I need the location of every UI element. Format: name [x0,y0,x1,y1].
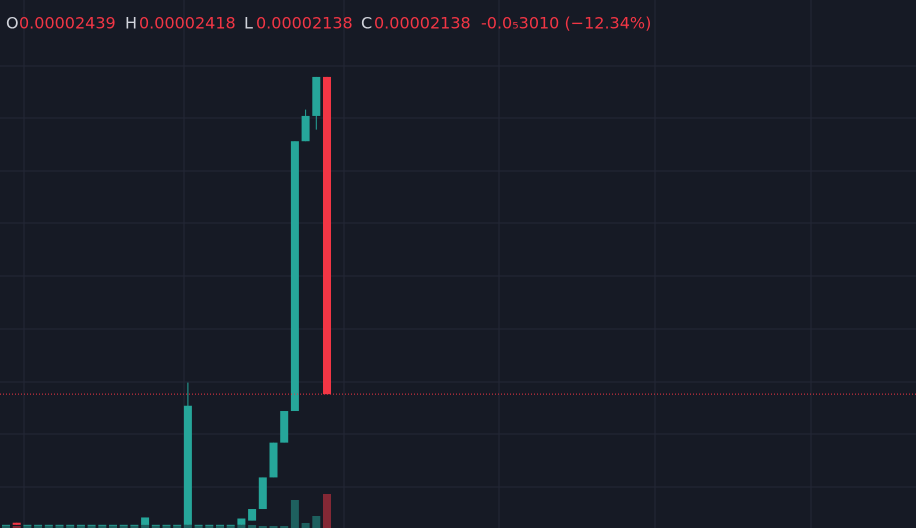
volume-bar [194,526,203,528]
volume-bar [130,526,139,528]
volume-bar [87,526,96,528]
candle-body [248,509,257,521]
volume-bar [119,526,128,528]
change-value: -0.0₅3010 (−12.34%) [481,14,651,33]
open-label: O [6,14,19,33]
candle-body [151,524,160,526]
volume-bar [162,526,171,528]
volume-bar [280,526,289,528]
close-label: C [361,14,372,33]
candle-body [312,76,321,116]
candle-body [87,524,96,526]
volume-bar [290,500,299,528]
candle-body [2,524,10,526]
volume-bar [301,523,310,528]
candle-body [258,477,267,510]
candle-body [194,524,203,526]
volume-bar [173,526,182,528]
candle-body [23,524,32,526]
candle-body [173,524,182,526]
volume-bar [23,526,32,528]
volume-bar [226,526,235,528]
volume-bar [66,526,75,528]
candle-body [290,141,299,412]
open-value: 0.00002439 [19,14,116,33]
plot [0,76,916,528]
volume-bar [312,516,321,528]
candle-body [76,524,85,526]
volume-bar [205,526,214,528]
volume-bar [323,494,331,528]
candle-body [183,405,192,525]
volume-bar [183,525,192,528]
candle-body [55,524,64,526]
candle-body [226,524,235,526]
candle-body [34,524,43,526]
candle-body [98,524,107,526]
candle-body [205,524,214,526]
low-value: 0.00002138 [256,14,353,33]
candle-body [119,524,128,526]
volume-bar [248,525,257,528]
volume-bar [237,525,246,528]
candle-body [44,524,53,526]
volume-bar [216,526,224,528]
volume-bar [2,526,10,528]
candle-body [66,524,75,526]
volume-bar [44,526,53,528]
candle-body [141,517,150,525]
close-value: 0.00002138 [374,14,471,33]
candle-body [237,518,246,525]
candle-body [162,524,171,526]
candle-body [109,524,117,526]
volume-bar [151,526,160,528]
candle-body [12,522,21,525]
high-value: 0.00002418 [139,14,236,33]
candle-body [280,411,289,443]
volume-bar [12,526,21,528]
candle-body [323,76,331,395]
volume-bar [76,526,85,528]
volume-bar [55,526,64,528]
candle-body [301,115,310,142]
volume-bar [109,526,117,528]
volume-bar [258,526,267,528]
volume-bar [141,524,150,528]
volume-bar [34,526,43,528]
candle-body [269,442,278,478]
low-label: L [244,14,253,33]
volume-bar [98,526,107,528]
volume-bar [269,526,278,528]
candle-body [130,524,139,526]
candle-body [216,524,224,526]
high-label: H [125,14,137,33]
